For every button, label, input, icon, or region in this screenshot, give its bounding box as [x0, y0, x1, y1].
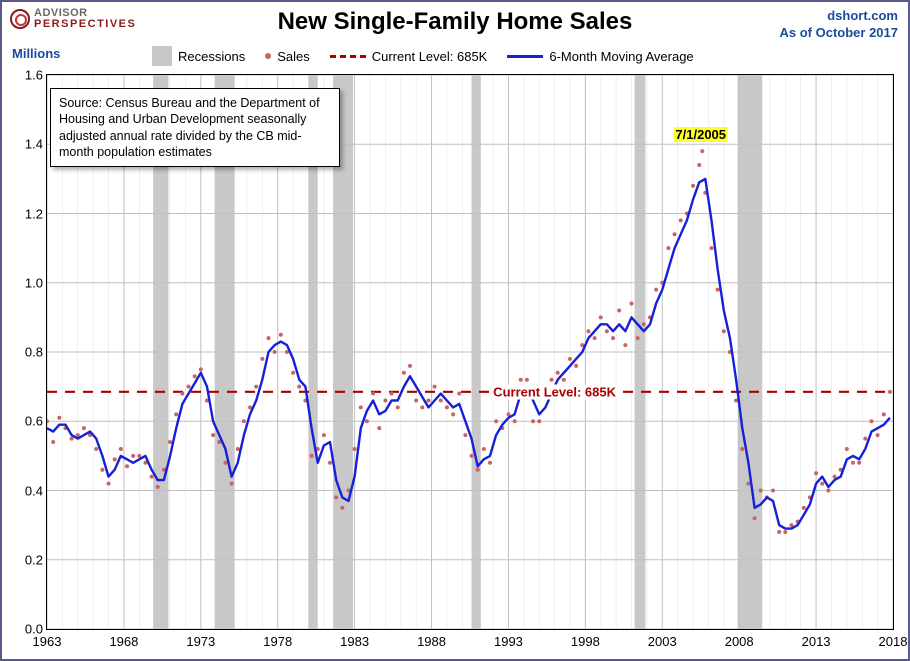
- y-tick: 1.2: [13, 206, 43, 221]
- y-tick: 1.4: [13, 137, 43, 152]
- header-right: dshort.com As of October 2017: [780, 8, 899, 42]
- site-name: dshort.com: [780, 8, 899, 25]
- as-of-date: As of October 2017: [780, 25, 899, 42]
- current-level-label: Current Level: 685K: [490, 384, 619, 399]
- y-tick: 1.0: [13, 275, 43, 290]
- source-note: Source: Census Bureau and the Department…: [50, 88, 340, 167]
- x-tick: 1988: [417, 634, 446, 649]
- legend-sales: Sales: [265, 49, 310, 64]
- legend-current: Current Level: 685K: [330, 49, 488, 64]
- y-axis-label: Millions: [12, 46, 60, 61]
- legend: Recessions Sales Current Level: 685K 6-M…: [152, 46, 694, 66]
- x-tick: 2003: [648, 634, 677, 649]
- y-tick: 1.6: [13, 68, 43, 83]
- x-tick: 1968: [109, 634, 138, 649]
- chart-container: ADVISOR PERSPECTIVES New Single-Family H…: [0, 0, 910, 661]
- legend-ma: 6-Month Moving Average: [507, 49, 693, 64]
- y-tick: 0.0: [13, 622, 43, 637]
- x-tick: 1978: [263, 634, 292, 649]
- chart-title: New Single-Family Home Sales: [2, 8, 908, 36]
- y-tick: 0.6: [13, 414, 43, 429]
- x-tick: 1998: [571, 634, 600, 649]
- x-tick: 1993: [494, 634, 523, 649]
- x-tick: 1973: [186, 634, 215, 649]
- x-tick: 1983: [340, 634, 369, 649]
- y-tick: 0.4: [13, 483, 43, 498]
- y-tick: 0.2: [13, 552, 43, 567]
- legend-recession: Recessions: [152, 46, 245, 66]
- x-tick: 2018: [879, 634, 908, 649]
- y-tick: 0.8: [13, 345, 43, 360]
- x-tick: 2013: [802, 634, 831, 649]
- x-tick: 2008: [725, 634, 754, 649]
- peak-annotation: 7/1/2005: [673, 127, 728, 142]
